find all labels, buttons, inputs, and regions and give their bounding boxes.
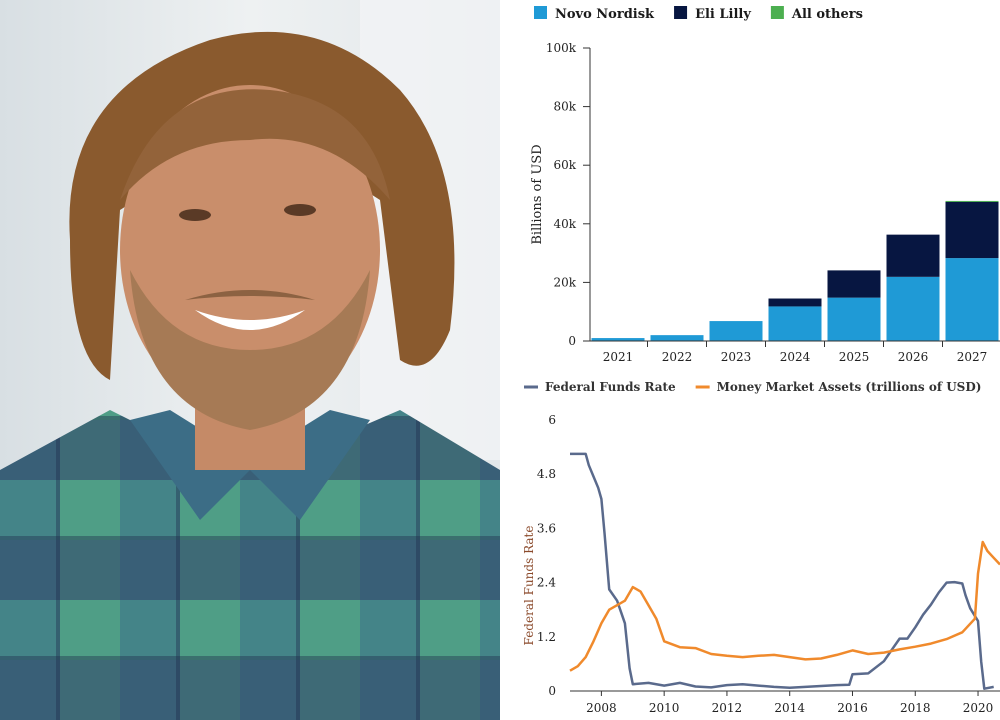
money-market-assets-line [569,540,1000,672]
y-tick-label: 100k [546,41,577,55]
y-tick-label: 20k [553,275,576,289]
x-tick-label: 2010 [649,701,680,715]
x-tick-label: 2025 [839,350,870,364]
bar-segment [768,306,822,341]
face [120,85,380,415]
x-tick-label: 2008 [586,701,617,715]
legend-swatch [770,6,784,19]
beard [130,270,370,430]
legend-label: Novo Nordisk [555,7,655,22]
bar-segment [650,335,704,341]
x-tick-label: 2016 [837,701,868,715]
x-tick-label: 2024 [780,350,811,364]
legend-label: All others [791,7,863,22]
y-tick-label: 80k [553,100,576,114]
portrait-photo [0,0,500,720]
y-tick-label: 1.2 [537,630,556,644]
bar-segment [945,258,999,341]
legend-label: Eli Lilly [695,7,751,22]
bar-segment [709,321,763,341]
smile [195,310,305,330]
y-tick-label: 40k [553,217,576,231]
y-axis-label: Federal Funds Rate [522,526,536,646]
bar-segment [945,200,999,202]
mustache [185,290,315,300]
legend-swatch [534,6,547,19]
legend-label: Money Market Assets (trillions of USD) [717,380,982,394]
y-tick-label: 4.8 [537,467,556,481]
right-eye [284,204,316,216]
hair-back [69,31,455,381]
charts-panel: Novo Nordisk Eli Lilly All others Billions … [500,0,1000,720]
y-tick-label: 0 [568,334,576,348]
y-tick-label: 6 [548,413,556,427]
x-tick-label: 2012 [712,701,743,715]
bar-segment [945,201,999,259]
x-tick-label: 2022 [662,350,693,364]
bar-segment [827,297,881,341]
bar-segment [886,276,940,341]
bar-segment [827,270,881,298]
x-tick-label: 2021 [603,350,634,364]
line-chart: Federal Funds Rate Money Market Assets (t… [522,380,1000,715]
y-axis-label: Billions of USD [530,144,545,244]
left-eye [179,209,211,221]
y-tick-label: 2.4 [537,576,556,590]
x-tick-label: 2026 [898,350,929,364]
legend-swatch [674,6,688,19]
y-tick-label: 3.6 [537,521,556,535]
shirt [0,410,500,720]
hair-front [120,89,390,200]
stacked-bar-chart: Novo Nordisk Eli Lilly All others Billions … [530,6,1000,364]
y-tick-label: 60k [553,158,576,172]
x-tick-label: 2027 [957,350,988,364]
x-tick-label: 2023 [721,350,752,364]
x-tick-label: 2020 [963,701,994,715]
fed-funds-rate-line [570,452,994,690]
bar-segment [886,234,940,277]
bar-segment [768,298,822,307]
legend-label: Federal Funds Rate [545,380,676,394]
x-tick-label: 2018 [900,701,931,715]
bar-segment [591,338,645,341]
x-tick-label: 2014 [774,701,805,715]
y-tick-label: 0 [548,684,556,698]
